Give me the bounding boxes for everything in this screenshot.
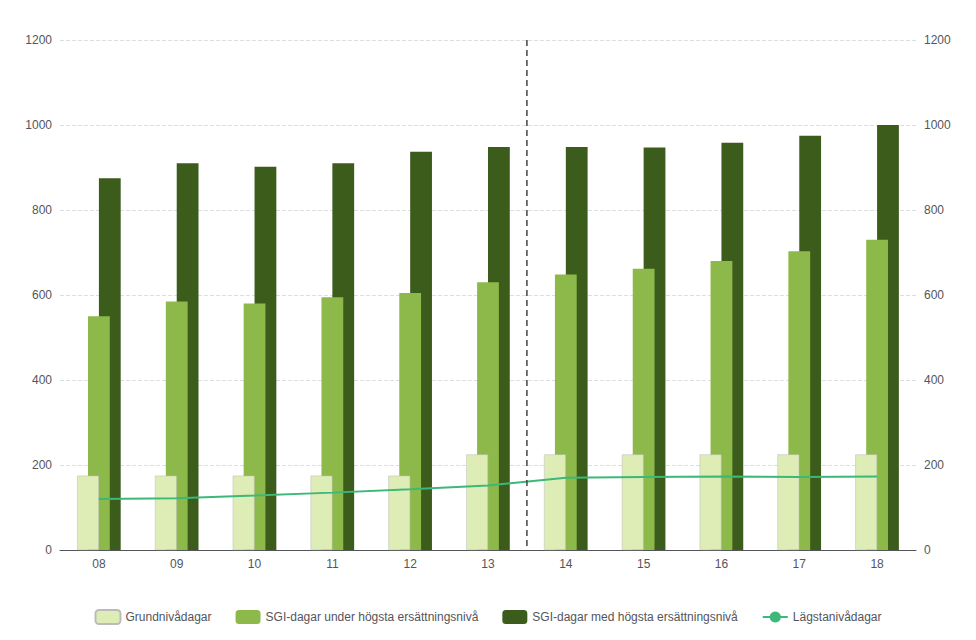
- svg-text:SGI-dagar under högsta ersättn: SGI-dagar under högsta ersättningsnivå: [266, 610, 479, 624]
- svg-text:0: 0: [924, 543, 931, 557]
- svg-text:1000: 1000: [25, 118, 52, 132]
- svg-text:1000: 1000: [924, 118, 951, 132]
- svg-text:10: 10: [248, 557, 262, 571]
- svg-text:SGI-dagar med högsta ersättnin: SGI-dagar med högsta ersättningsnivå: [532, 610, 738, 624]
- svg-text:1200: 1200: [924, 33, 951, 47]
- svg-text:400: 400: [924, 373, 944, 387]
- svg-text:09: 09: [170, 557, 184, 571]
- svg-text:400: 400: [32, 373, 52, 387]
- svg-text:800: 800: [924, 203, 944, 217]
- svg-text:11: 11: [326, 557, 339, 571]
- svg-text:600: 600: [924, 288, 944, 302]
- svg-text:17: 17: [793, 557, 807, 571]
- svg-text:14: 14: [559, 557, 573, 571]
- svg-text:13: 13: [481, 557, 495, 571]
- svg-text:Grundnivådagar: Grundnivådagar: [125, 610, 211, 624]
- svg-text:1200: 1200: [25, 33, 52, 47]
- svg-text:15: 15: [637, 557, 651, 571]
- svg-text:200: 200: [924, 458, 944, 472]
- svg-text:600: 600: [32, 288, 52, 302]
- svg-text:16: 16: [715, 557, 729, 571]
- svg-text:08: 08: [92, 557, 106, 571]
- svg-text:12: 12: [404, 557, 418, 571]
- svg-text:18: 18: [870, 557, 884, 571]
- svg-text:800: 800: [32, 203, 52, 217]
- svg-text:0: 0: [45, 543, 52, 557]
- svg-text:Lägstanivådagar: Lägstanivådagar: [793, 610, 882, 624]
- svg-text:200: 200: [32, 458, 52, 472]
